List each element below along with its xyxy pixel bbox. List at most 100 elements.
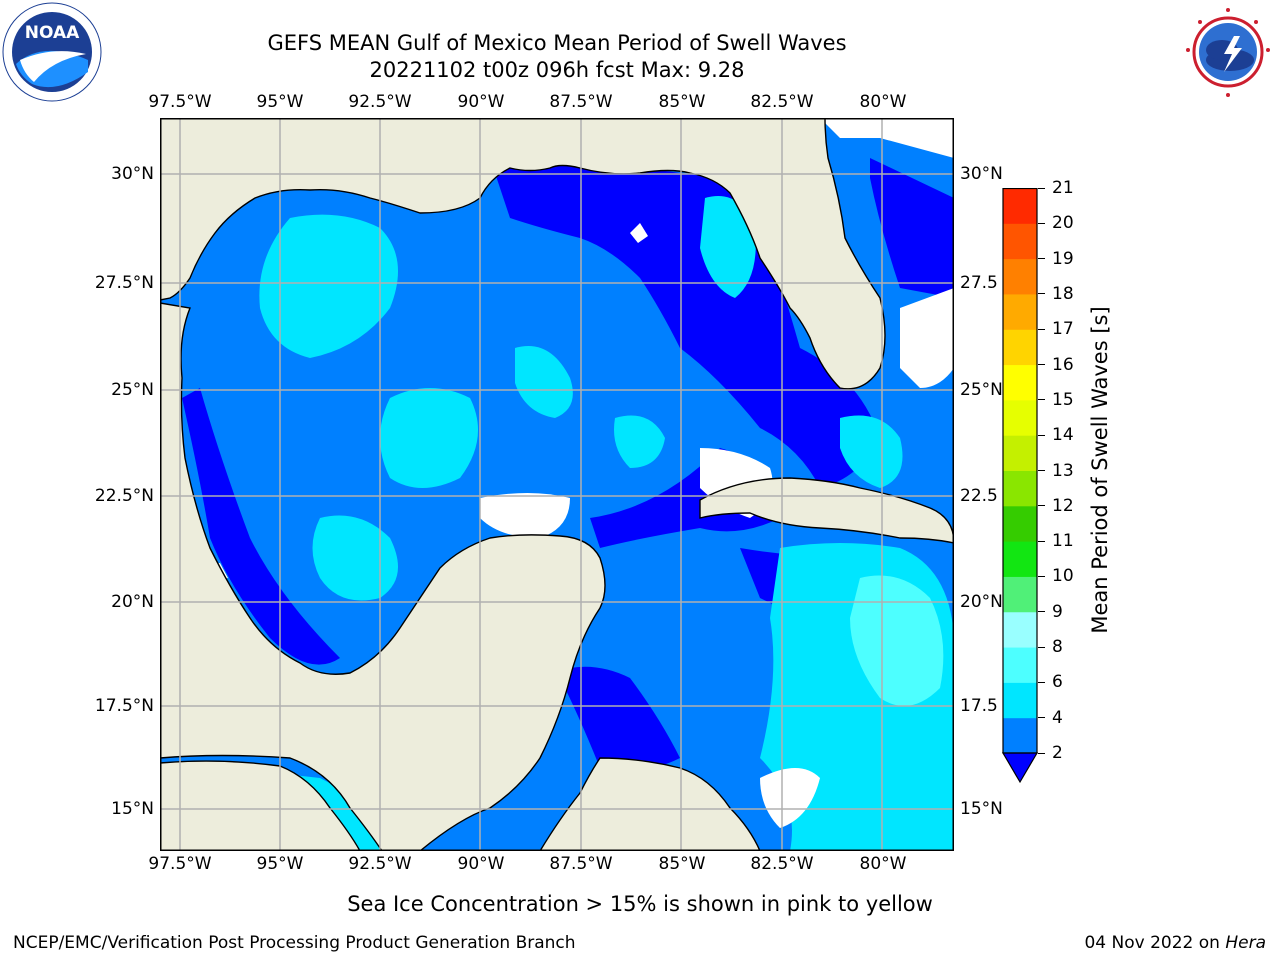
colorbar-swatch bbox=[1003, 576, 1037, 613]
colorbar-tick-mark bbox=[1038, 470, 1045, 471]
colorbar-swatch bbox=[1003, 470, 1037, 507]
lon-tick-top: 80°W bbox=[859, 92, 907, 112]
lon-tick-bottom: 85°W bbox=[658, 854, 706, 874]
colorbar-tick-label: 12 bbox=[1052, 495, 1074, 516]
colorbar-tick-label: 14 bbox=[1052, 425, 1074, 446]
colorbar-frame bbox=[1002, 187, 1038, 754]
lat-tick-left: 22.5°N bbox=[94, 486, 154, 506]
footer-credit: NCEP/EMC/Verification Post Processing Pr… bbox=[13, 933, 576, 953]
colorbar-swatch bbox=[1003, 329, 1037, 366]
colorbar-tick-label: 16 bbox=[1052, 354, 1074, 375]
colorbar-swatch bbox=[1003, 188, 1037, 224]
lon-tick-top: 85°W bbox=[658, 92, 706, 112]
colorbar-tick-mark bbox=[1038, 681, 1045, 683]
colorbar-tick-mark bbox=[1038, 222, 1045, 224]
colorbar-tick-mark bbox=[1038, 646, 1045, 648]
lon-tick-bottom: 87.5°W bbox=[549, 854, 613, 874]
map-subtitle: 20221102 t00z 096h fcst Max: 9.28 bbox=[369, 58, 745, 82]
colorbar-swatch bbox=[1003, 541, 1037, 577]
lon-tick-top: 82.5°W bbox=[750, 92, 814, 112]
colorbar-tick-label: 2 bbox=[1052, 743, 1063, 763]
colorbar-tick-label: 18 bbox=[1052, 283, 1074, 304]
colorbar-tick-label: 21 bbox=[1052, 178, 1074, 198]
colorbar-swatch bbox=[1003, 611, 1037, 648]
colorbar-swatch bbox=[1003, 682, 1037, 719]
map-panel bbox=[160, 118, 954, 851]
lon-tick-top: 97.5°W bbox=[148, 92, 212, 112]
colorbar-swatches bbox=[1001, 187, 1039, 784]
lat-tick-right: 15°N bbox=[960, 799, 1003, 819]
colorbar-tick-mark bbox=[1038, 505, 1045, 507]
colorbar-extend-arrow bbox=[1001, 752, 1039, 784]
lon-tick-top: 90°W bbox=[457, 92, 505, 112]
lat-tick-right: 27.5 bbox=[960, 273, 998, 293]
noaa-logo: NOAA bbox=[2, 2, 102, 102]
colorbar-swatch bbox=[1003, 717, 1037, 754]
lon-tick-bottom: 95°W bbox=[256, 854, 304, 874]
lat-tick-right: 22.5 bbox=[960, 486, 998, 506]
colorbar-swatch bbox=[1003, 505, 1037, 542]
lon-tick-top: 95°W bbox=[256, 92, 304, 112]
colorbar-tick-mark bbox=[1038, 293, 1045, 295]
colorbar-tick-label: 15 bbox=[1052, 389, 1074, 410]
colorbar-swatch bbox=[1003, 435, 1037, 471]
colorbar-tick-label: 20 bbox=[1052, 213, 1074, 234]
map-frame bbox=[160, 118, 954, 851]
colorbar-swatch bbox=[1003, 258, 1037, 295]
gulf-map bbox=[160, 118, 954, 851]
footer-date: 04 Nov 2022 on Hera bbox=[1084, 933, 1266, 953]
lat-tick-right: 20°N bbox=[960, 592, 1003, 612]
colorbar-tick-mark bbox=[1038, 364, 1045, 366]
footer-machine: Hera bbox=[1225, 933, 1266, 953]
colorbar-swatch bbox=[1003, 364, 1037, 401]
lat-tick-left: 15°N bbox=[111, 799, 154, 819]
lat-tick-left: 20°N bbox=[111, 592, 154, 612]
colorbar-tick-mark bbox=[1038, 434, 1045, 436]
map-title: GEFS MEAN Gulf of Mexico Mean Period of … bbox=[267, 31, 847, 55]
colorbar-swatch bbox=[1003, 293, 1037, 330]
colorbar-tick-mark bbox=[1038, 399, 1045, 401]
lon-tick-top: 87.5°W bbox=[549, 92, 613, 112]
lat-tick-right: 30°N bbox=[960, 164, 1003, 184]
colorbar-tick-label: 19 bbox=[1052, 248, 1074, 269]
colorbar-tick-label: 6 bbox=[1052, 672, 1063, 693]
lon-tick-bottom: 80°W bbox=[859, 854, 907, 874]
colorbar-swatch bbox=[1003, 223, 1037, 260]
lon-tick-top: 92.5°W bbox=[348, 92, 412, 112]
lat-tick-right: 25°N bbox=[960, 380, 1003, 400]
colorbar-swatch bbox=[1003, 399, 1037, 436]
colorbar-tick-mark bbox=[1038, 717, 1045, 719]
colorbar-tick-label: 13 bbox=[1052, 460, 1074, 481]
colorbar bbox=[1001, 187, 1039, 784]
graticule bbox=[160, 118, 954, 851]
sea-ice-note: Sea Ice Concentration > 15% is shown in … bbox=[347, 892, 933, 916]
colorbar-swatch bbox=[1003, 647, 1037, 683]
colorbar-tick-mark bbox=[1038, 258, 1045, 260]
lat-tick-left: 27.5°N bbox=[94, 273, 154, 293]
colorbar-tick-mark bbox=[1038, 540, 1045, 542]
lat-tick-left: 17.5°N bbox=[94, 696, 154, 716]
colorbar-tick-mark bbox=[1038, 752, 1045, 754]
footer-date-text: 04 Nov 2022 on bbox=[1084, 933, 1226, 953]
nws-logo bbox=[1178, 2, 1278, 102]
colorbar-tick-mark bbox=[1038, 328, 1045, 330]
lon-tick-bottom: 92.5°W bbox=[348, 854, 412, 874]
colorbar-tick-mark bbox=[1038, 187, 1045, 189]
land-masses bbox=[160, 118, 954, 851]
colorbar-tick-mark bbox=[1038, 575, 1045, 577]
lat-tick-left: 25°N bbox=[111, 380, 154, 400]
colorbar-tick-mark bbox=[1038, 611, 1045, 613]
colorbar-tick-label: 8 bbox=[1052, 637, 1063, 658]
colorbar-tick-label: 17 bbox=[1052, 319, 1074, 340]
colorbar-title: Mean Period of Swell Waves [s] bbox=[1088, 306, 1112, 634]
lat-tick-right: 17.5 bbox=[960, 696, 998, 716]
svg-text:NOAA: NOAA bbox=[25, 23, 80, 43]
lat-tick-left: 30°N bbox=[111, 164, 154, 184]
colorbar-tick-label: 10 bbox=[1052, 566, 1074, 587]
colorbar-tick-label: 9 bbox=[1052, 601, 1063, 622]
colorbar-tick-label: 11 bbox=[1052, 531, 1074, 552]
lon-tick-bottom: 90°W bbox=[457, 854, 505, 874]
lon-tick-bottom: 97.5°W bbox=[148, 854, 212, 874]
colorbar-tick-label: 4 bbox=[1052, 707, 1063, 728]
lon-tick-bottom: 82.5°W bbox=[750, 854, 814, 874]
